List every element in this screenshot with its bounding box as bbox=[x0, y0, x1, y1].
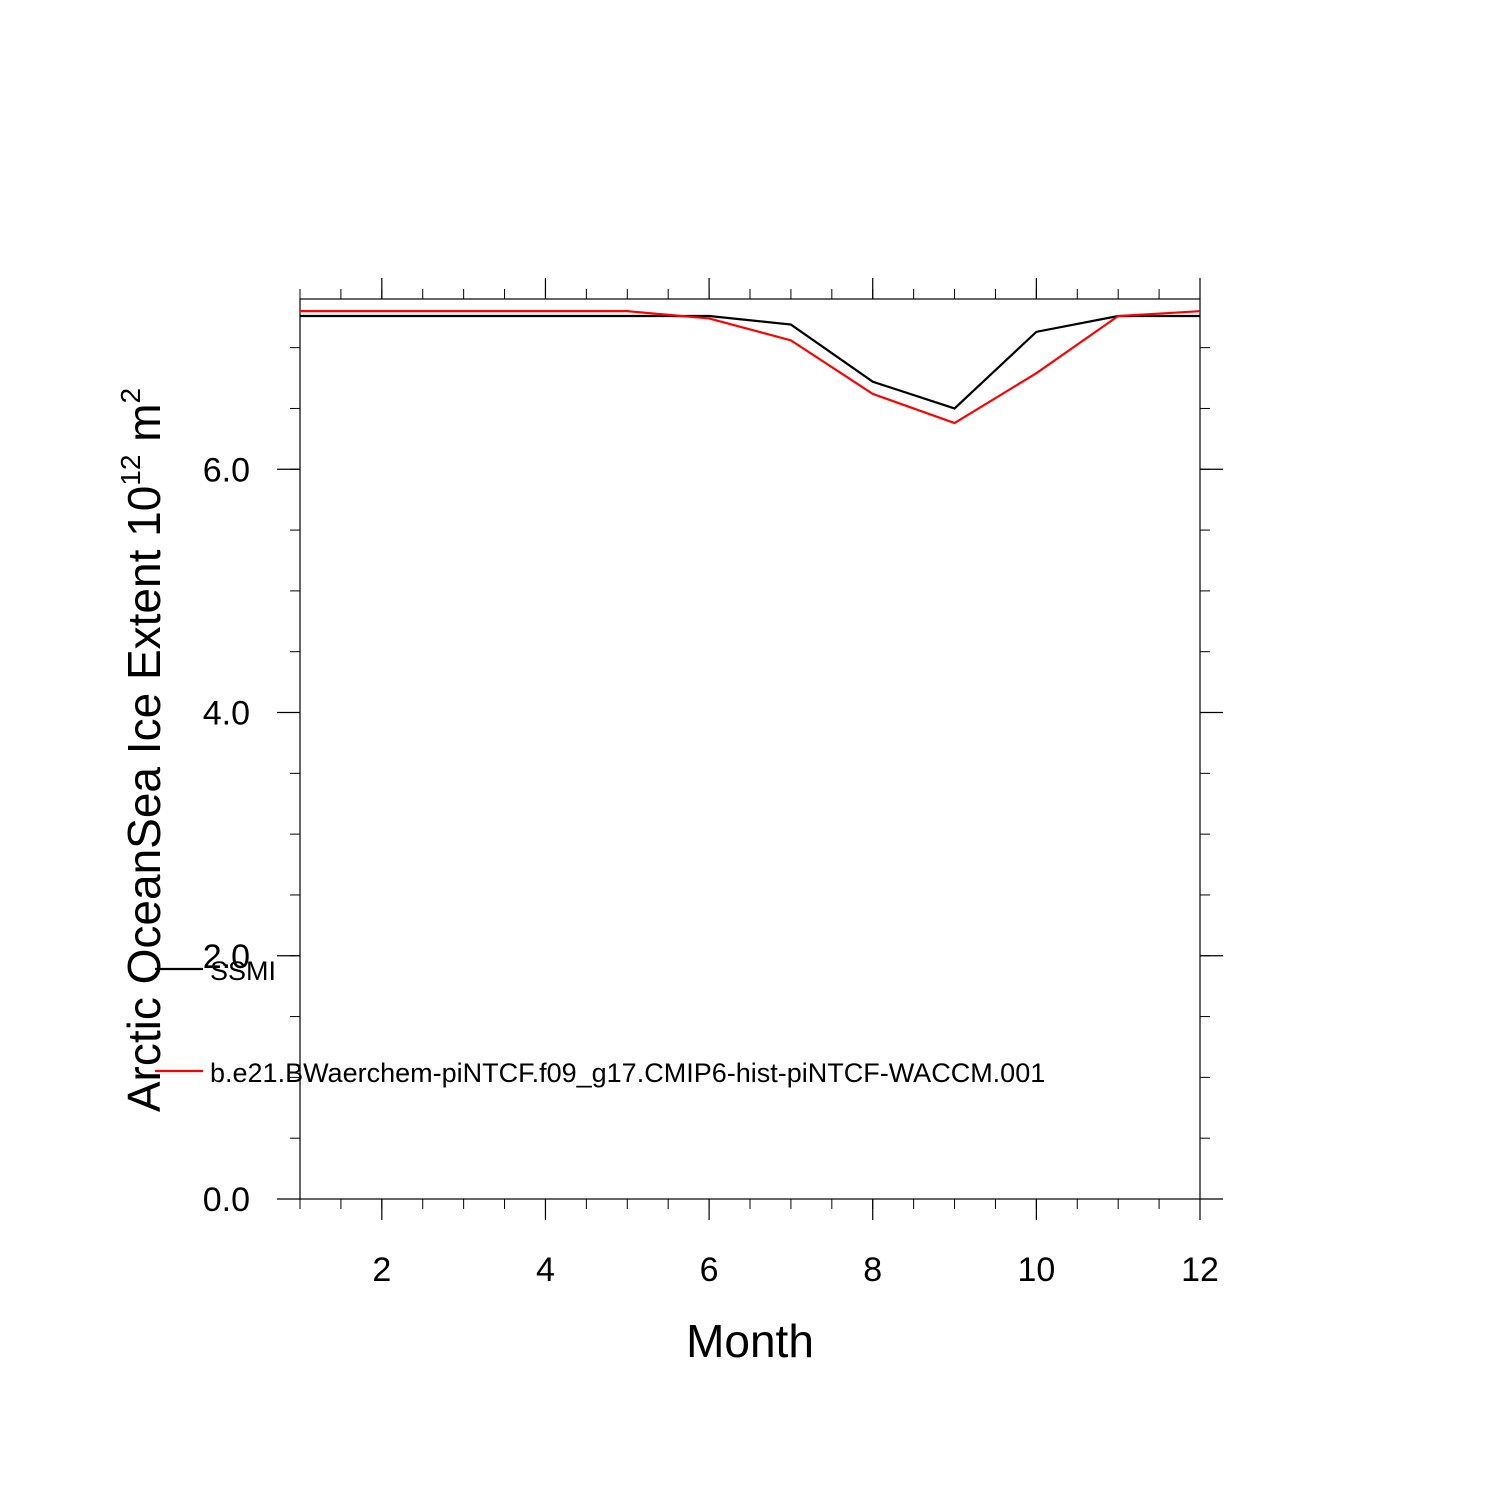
axis-ticks bbox=[277, 278, 1223, 1220]
legend-label: b.e21.BWaerchem-piNTCF.f09_g17.CMIP6-his… bbox=[210, 1058, 1045, 1088]
x-axis-title: Month bbox=[686, 1315, 814, 1367]
y-tick-label: 6.0 bbox=[203, 451, 250, 489]
series-line-2 bbox=[300, 310, 1201, 425]
y-tick-label: 4.0 bbox=[203, 695, 250, 733]
y-axis-title-unit-exponent: 2 bbox=[115, 388, 146, 404]
x-tick-label: 12 bbox=[1181, 1251, 1219, 1289]
y-axis-title-main: Arctic OceanSea Ice Extent 10 bbox=[118, 486, 170, 1112]
x-tick-label: 8 bbox=[863, 1251, 882, 1289]
y-tick-label: 0.0 bbox=[203, 1181, 250, 1219]
y-tick-label: 2.0 bbox=[203, 938, 250, 976]
y-axis-title-unit: m bbox=[118, 403, 170, 454]
series-lines bbox=[300, 310, 1201, 425]
y-axis-title-exponent: 12 bbox=[115, 455, 146, 486]
series-line-1 bbox=[300, 314, 1200, 410]
tick-labels: 2 4 6 8 10 12 0.0 2.0 4.0 6.0 bbox=[203, 451, 1219, 1289]
x-tick-label: 4 bbox=[536, 1251, 555, 1289]
x-tick-label: 10 bbox=[1017, 1251, 1055, 1289]
x-tick-label: 2 bbox=[372, 1251, 391, 1289]
x-tick-label: 6 bbox=[700, 1251, 719, 1289]
y-axis-title: Arctic OceanSea Ice Extent 1012 m2 bbox=[115, 388, 170, 1112]
legend: SSMI b.e21.BWaerchem-piNTCF.f09_g17.CMIP6… bbox=[155, 956, 1045, 1088]
legend-label: SSMI bbox=[210, 956, 276, 986]
